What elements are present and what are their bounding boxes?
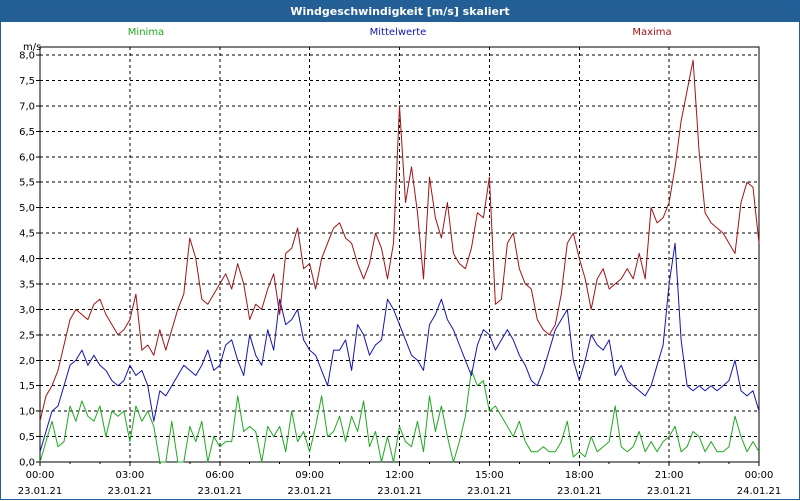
x-tick-date: 23.01.21 (377, 486, 422, 497)
x-tick-time: 12:00 (385, 470, 414, 481)
series-line-maxima (39, 59, 760, 422)
legend: Minima Mittelwerte Maxima (128, 27, 672, 38)
y-axis-ticks: 0,0 0,5 1,0 1,5 2,0 2,5 3,0 3,5 4,0 4,5 5,0 5,5 6,0 6… (19, 51, 40, 469)
series-lines (39, 59, 760, 463)
y-tick-label: 6,5 (19, 127, 35, 138)
x-tick-date: 23.01.21 (467, 486, 512, 497)
x-tick-time: 09:00 (295, 470, 324, 481)
y-tick-label: 7,0 (19, 101, 35, 112)
y-axis-unit: m/s (23, 42, 41, 53)
y-tick-label: 4,0 (19, 254, 35, 265)
x-tick-time: 15:00 (475, 470, 504, 481)
y-tick-label: 6,0 (19, 152, 35, 163)
y-tick-label: 0,5 (19, 432, 35, 443)
y-tick-label: 1,0 (19, 407, 35, 418)
y-tick-label: 1,5 (19, 381, 35, 392)
x-tick-date: 24.01.21 (737, 486, 782, 497)
y-tick-label: 5,5 (19, 178, 35, 189)
x-tick-date: 23.01.21 (557, 486, 602, 497)
x-tick-time: 18:00 (565, 470, 594, 481)
y-tick-label: 8,0 (19, 51, 35, 62)
y-tick-label: 3,5 (19, 279, 35, 290)
x-tick-time: 06:00 (205, 470, 234, 481)
x-tick-date: 23.01.21 (197, 486, 242, 497)
y-tick-label: 5,0 (19, 203, 35, 214)
x-tick-date: 23.01.21 (647, 486, 692, 497)
x-axis-ticks: 00:00 23.01.21 03:00 23.01.21 06:00 23.01.21 0… (18, 462, 782, 497)
y-tick-label: 2,5 (19, 330, 35, 341)
y-tick-label: 7,5 (19, 76, 35, 87)
x-tick-time: 00:00 (26, 470, 55, 481)
x-tick-time: 03:00 (115, 470, 144, 481)
y-tick-label: 3,0 (19, 305, 35, 316)
x-tick-time: 00:00 (745, 470, 774, 481)
x-tick-date: 23.01.21 (287, 486, 332, 497)
x-tick-date: 23.01.21 (18, 486, 63, 497)
x-tick-time: 21:00 (655, 470, 684, 481)
y-tick-label: 4,5 (19, 229, 35, 240)
y-tick-label: 0,0 (19, 458, 35, 469)
window-title: Windgeschwindigkeit [m/s] skaliert (1, 1, 799, 22)
legend-item-maxima: Maxima (632, 27, 671, 38)
legend-item-mittelwerte: Mittelwerte (370, 27, 427, 38)
y-tick-label: 2,0 (19, 356, 35, 367)
series-line-mittelwerte (39, 242, 760, 452)
legend-item-minima: Minima (128, 27, 164, 38)
series-line-minima (39, 369, 760, 463)
x-tick-date: 23.01.21 (108, 486, 153, 497)
